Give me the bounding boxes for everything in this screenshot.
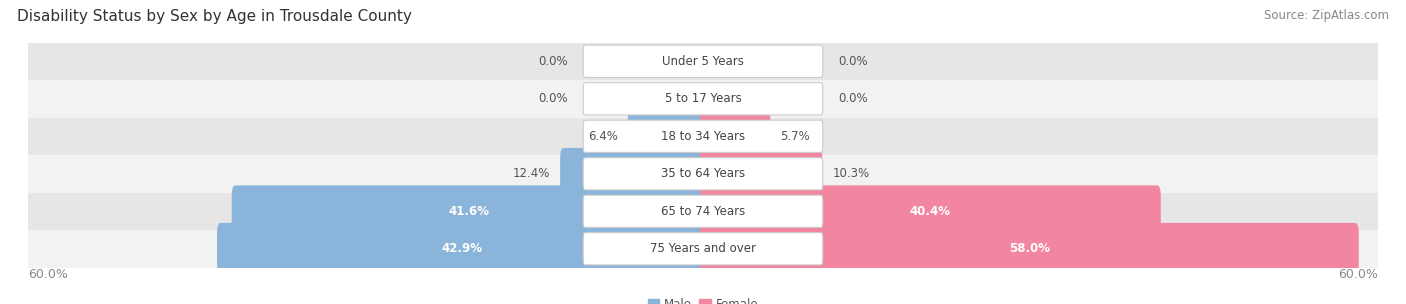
Text: 60.0%: 60.0%: [28, 268, 67, 281]
Bar: [28, 155, 1378, 192]
Text: 18 to 34 Years: 18 to 34 Years: [661, 130, 745, 143]
FancyBboxPatch shape: [627, 110, 706, 162]
Bar: [28, 230, 1378, 268]
Text: Under 5 Years: Under 5 Years: [662, 55, 744, 68]
Text: 0.0%: 0.0%: [838, 55, 868, 68]
Text: 58.0%: 58.0%: [1008, 242, 1050, 255]
FancyBboxPatch shape: [583, 83, 823, 115]
Bar: [28, 192, 1378, 230]
FancyBboxPatch shape: [583, 158, 823, 190]
Text: 12.4%: 12.4%: [513, 167, 550, 180]
Bar: [28, 118, 1378, 155]
FancyBboxPatch shape: [232, 185, 706, 237]
Text: 6.4%: 6.4%: [588, 130, 617, 143]
Bar: [28, 43, 1378, 80]
FancyBboxPatch shape: [700, 148, 823, 200]
FancyBboxPatch shape: [583, 45, 823, 78]
Text: 41.6%: 41.6%: [449, 205, 489, 218]
FancyBboxPatch shape: [700, 185, 1161, 237]
Text: 10.3%: 10.3%: [832, 167, 869, 180]
FancyBboxPatch shape: [583, 233, 823, 265]
FancyBboxPatch shape: [700, 223, 1358, 275]
Text: 5.7%: 5.7%: [780, 130, 810, 143]
FancyBboxPatch shape: [700, 110, 770, 162]
Bar: [28, 80, 1378, 118]
Text: 40.4%: 40.4%: [910, 205, 950, 218]
FancyBboxPatch shape: [583, 195, 823, 227]
Text: 42.9%: 42.9%: [441, 242, 482, 255]
Text: 65 to 74 Years: 65 to 74 Years: [661, 205, 745, 218]
Text: 35 to 64 Years: 35 to 64 Years: [661, 167, 745, 180]
Text: 5 to 17 Years: 5 to 17 Years: [665, 92, 741, 105]
Text: 60.0%: 60.0%: [1339, 268, 1378, 281]
Legend: Male, Female: Male, Female: [648, 298, 758, 304]
FancyBboxPatch shape: [560, 148, 706, 200]
FancyBboxPatch shape: [217, 223, 706, 275]
Text: 0.0%: 0.0%: [838, 92, 868, 105]
Text: 0.0%: 0.0%: [538, 55, 568, 68]
Text: 0.0%: 0.0%: [538, 92, 568, 105]
FancyBboxPatch shape: [583, 120, 823, 152]
Text: Source: ZipAtlas.com: Source: ZipAtlas.com: [1264, 9, 1389, 22]
Text: 75 Years and over: 75 Years and over: [650, 242, 756, 255]
Text: Disability Status by Sex by Age in Trousdale County: Disability Status by Sex by Age in Trous…: [17, 9, 412, 24]
